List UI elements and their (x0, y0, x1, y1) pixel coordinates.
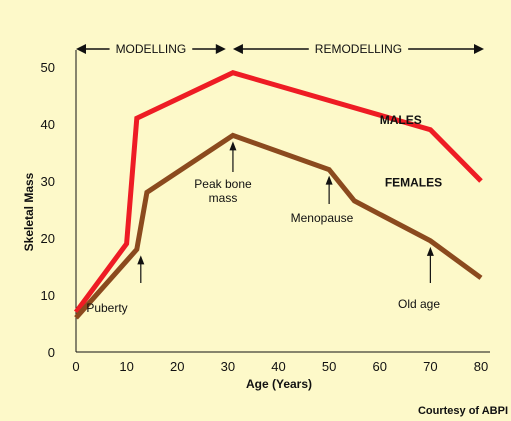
y-tick-label: 0 (48, 345, 55, 360)
annotation-peak-bone: mass (209, 191, 238, 205)
phase-arrowhead-modelling-right (215, 44, 226, 54)
phase-arrowhead-modelling-left (76, 44, 86, 54)
x-tick-label: 10 (119, 359, 133, 374)
annotation-peak-bone: Peak bone (194, 177, 252, 191)
phase-arrowhead-remodelling-left (232, 44, 243, 54)
phase-bar: MODELLING REMODELLING (76, 42, 484, 56)
annotation-old-age: Old age (398, 297, 440, 311)
series-label-females: FEMALES (385, 176, 442, 190)
old-age-arrowhead (426, 246, 434, 256)
annotation-puberty: Puberty (86, 301, 127, 315)
y-tick-label: 20 (41, 231, 55, 246)
credit-label: Courtesy of ABPI (418, 405, 508, 417)
x-tick-label: 60 (373, 359, 387, 374)
puberty-arrowhead (137, 255, 145, 265)
x-tick-label: 40 (271, 359, 285, 374)
series-label-males: MALES (380, 113, 422, 127)
series-line-females (74, 132, 483, 320)
series-line-males (73, 70, 483, 314)
phase-arrowhead-remodelling-right (474, 44, 484, 54)
x-axis-title: Age (Years) (246, 377, 312, 391)
phase-label-remodelling: REMODELLING (315, 42, 402, 56)
x-tick-label: 50 (322, 359, 336, 374)
tick-labels: 0 10 20 30 40 50 60 70 80 0 10 20 30 40 50 (41, 60, 489, 374)
y-tick-label: 50 (41, 60, 55, 75)
x-tick-label: 20 (170, 359, 184, 374)
y-tick-label: 40 (41, 117, 55, 132)
x-tick-label: 80 (474, 359, 488, 374)
y-tick-label: 30 (41, 174, 55, 189)
y-axis-title: Skeletal Mass (22, 172, 36, 251)
y-tick-label: 10 (41, 288, 55, 303)
x-tick-label: 70 (423, 359, 437, 374)
phase-label-modelling: MODELLING (116, 42, 187, 56)
axes (75, 50, 490, 353)
peak-bone-arrowhead (229, 141, 237, 151)
series-lines: MALES FEMALES (73, 70, 483, 320)
x-tick-label: 0 (72, 359, 79, 374)
x-tick-label: 30 (221, 359, 235, 374)
menopause-arrowhead (325, 175, 333, 185)
annotation-menopause: Menopause (291, 211, 354, 225)
